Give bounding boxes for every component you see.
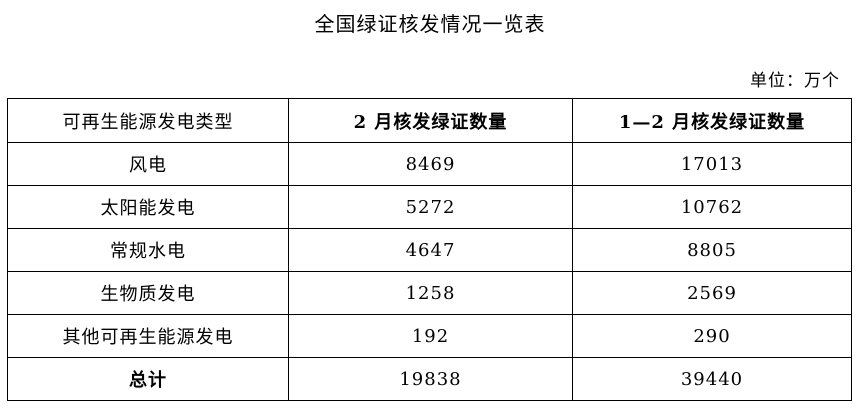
cell-jan-feb: 2569 [572, 271, 852, 315]
cell-jan-feb: 8805 [572, 228, 852, 272]
cell-jan-feb: 10762 [572, 185, 852, 229]
cell-jan-feb: 290 [572, 314, 852, 358]
total-feb: 19838 [288, 357, 573, 401]
cell-jan-feb: 17013 [572, 142, 852, 186]
cell-type: 生物质发电 [7, 271, 289, 315]
cell-type: 风电 [7, 142, 289, 186]
total-label: 总计 [7, 357, 289, 401]
cell-type: 其他可再生能源发电 [7, 314, 289, 358]
table-row: 常规水电 4647 8805 [7, 228, 852, 272]
table-row: 生物质发电 1258 2569 [7, 271, 852, 315]
unit-label: 单位：万个 [750, 71, 840, 91]
data-table: 可再生能源发电类型 2 月核发绿证数量 1—2 月核发绿证数量 风电 8469 17… [7, 98, 852, 401]
cell-type: 常规水电 [7, 228, 289, 272]
cell-feb: 5272 [288, 185, 573, 229]
header-row: 可再生能源发电类型 2 月核发绿证数量 1—2 月核发绿证数量 [7, 98, 852, 143]
cell-feb: 8469 [288, 142, 573, 186]
header-type: 可再生能源发电类型 [7, 98, 289, 143]
table-row: 其他可再生能源发电 192 290 [7, 314, 852, 358]
total-jan-feb: 39440 [572, 357, 852, 401]
header-jan-feb: 1—2 月核发绿证数量 [572, 98, 852, 143]
header-feb: 2 月核发绿证数量 [288, 98, 573, 143]
cell-feb: 1258 [288, 271, 573, 315]
cell-type: 太阳能发电 [7, 185, 289, 229]
cell-feb: 192 [288, 314, 573, 358]
table-row: 风电 8469 17013 [7, 142, 852, 186]
total-row: 总计 19838 39440 [7, 357, 852, 401]
table-row: 太阳能发电 5272 10762 [7, 185, 852, 229]
page-title: 全国绿证核发情况一览表 [314, 12, 546, 36]
cell-feb: 4647 [288, 228, 573, 272]
